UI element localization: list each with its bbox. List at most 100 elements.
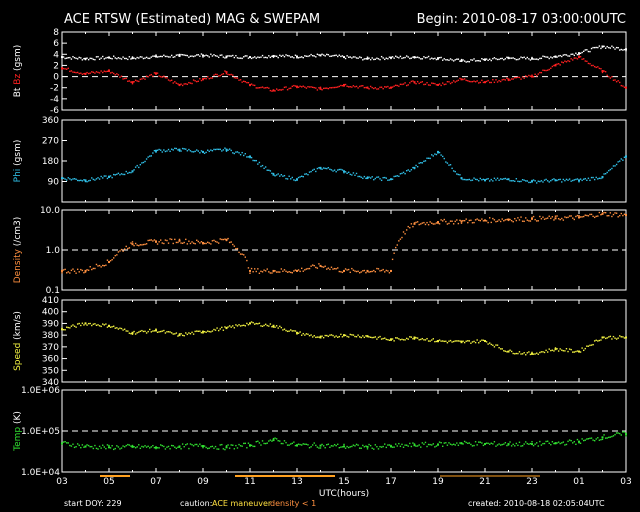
point-temp <box>64 440 66 443</box>
point-bt <box>420 58 422 60</box>
point-bz <box>127 80 129 82</box>
point-bt <box>484 58 486 61</box>
point-speed <box>581 347 583 349</box>
point-phi <box>307 173 309 176</box>
point-bt <box>80 57 82 59</box>
point-phi <box>459 174 461 176</box>
point-density <box>268 271 270 273</box>
point-bt <box>452 60 455 62</box>
point-temp <box>233 448 236 450</box>
point-bz <box>61 67 63 70</box>
point-bt <box>625 48 627 51</box>
point-bt <box>532 58 535 60</box>
point-temp <box>269 439 272 441</box>
point-bz <box>415 83 417 85</box>
point-bz <box>420 81 422 84</box>
point-density <box>531 216 533 219</box>
point-temp <box>62 441 65 443</box>
point-density <box>575 215 577 218</box>
point-bz <box>131 83 134 85</box>
point-density <box>105 264 107 266</box>
point-density <box>529 220 532 222</box>
point-bt <box>619 49 621 51</box>
point-density <box>564 216 566 218</box>
point-phi <box>514 180 516 182</box>
point-density <box>426 221 428 224</box>
point-phi <box>183 148 185 150</box>
point-speed <box>371 336 373 339</box>
point-bz <box>510 78 513 80</box>
point-phi <box>286 178 289 180</box>
point-bt <box>562 54 565 56</box>
point-density <box>249 272 251 274</box>
point-speed <box>280 326 283 329</box>
point-speed <box>222 329 225 331</box>
point-temp <box>606 437 608 439</box>
point-bt <box>341 55 344 57</box>
point-phi <box>446 162 449 164</box>
point-density <box>216 241 218 243</box>
point-speed <box>297 332 300 334</box>
point-phi <box>399 173 402 175</box>
point-density <box>102 264 104 267</box>
point-bz <box>379 86 381 88</box>
ytick-label-mag: 6 <box>53 39 59 49</box>
point-speed <box>134 333 137 335</box>
point-bz <box>377 88 380 90</box>
point-speed <box>166 331 168 333</box>
point-bt <box>360 56 362 59</box>
point-phi <box>257 163 259 165</box>
point-phi <box>360 176 362 178</box>
point-bz <box>401 83 403 86</box>
point-phi <box>100 175 102 178</box>
point-temp <box>620 434 622 436</box>
point-bz <box>92 71 95 74</box>
point-speed <box>625 336 627 339</box>
point-bt <box>106 56 109 59</box>
point-bt <box>608 46 610 49</box>
point-bz <box>272 89 275 91</box>
point-bz <box>620 84 622 87</box>
point-bt <box>504 58 507 60</box>
point-bz <box>348 86 350 88</box>
point-phi <box>271 172 273 175</box>
ylabel-density: Density (/cm3) <box>13 217 23 284</box>
point-phi <box>373 178 375 181</box>
point-speed <box>105 323 107 325</box>
point-speed <box>117 328 120 330</box>
point-density <box>141 244 143 246</box>
point-bz <box>254 84 256 87</box>
point-density <box>619 214 621 217</box>
point-bt <box>194 55 196 57</box>
point-density <box>545 217 547 220</box>
point-temp <box>429 443 431 446</box>
point-speed <box>194 330 196 333</box>
point-phi <box>250 156 253 159</box>
point-phi <box>211 150 214 152</box>
point-speed <box>164 332 167 334</box>
point-temp <box>554 442 557 444</box>
point-temp <box>238 443 240 446</box>
point-speed <box>254 323 256 325</box>
point-phi <box>185 148 187 150</box>
panel-frame-phi <box>61 119 627 203</box>
point-density <box>395 246 397 249</box>
point-bt <box>462 59 464 61</box>
point-bt <box>357 57 359 59</box>
point-speed <box>91 324 93 327</box>
point-phi <box>565 178 568 181</box>
point-density <box>617 216 619 218</box>
point-bz <box>283 86 286 89</box>
point-speed <box>239 325 242 327</box>
point-speed <box>357 334 359 336</box>
point-speed <box>598 339 601 342</box>
point-phi <box>445 161 447 163</box>
point-density <box>111 258 113 261</box>
point-density <box>507 218 510 221</box>
point-temp <box>551 441 554 443</box>
point-speed <box>503 350 505 352</box>
point-bt <box>503 58 505 61</box>
point-density <box>131 241 134 243</box>
point-bt <box>283 56 286 58</box>
point-bt <box>166 55 168 58</box>
